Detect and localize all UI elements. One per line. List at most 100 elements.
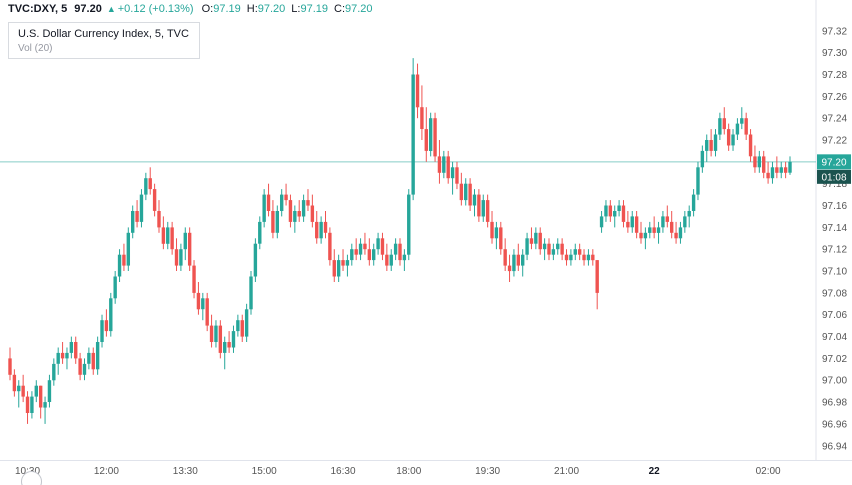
- candle: [455, 167, 459, 184]
- candle: [494, 227, 499, 239]
- candle: [604, 205, 608, 217]
- candle: [332, 260, 336, 277]
- candle: [301, 200, 306, 217]
- candle: [258, 221, 262, 244]
- candle: [69, 342, 74, 353]
- candle: [389, 254, 393, 266]
- candle: [766, 172, 770, 179]
- candle: [468, 183, 472, 206]
- candle: [617, 205, 621, 211]
- candle: [700, 150, 705, 168]
- candle: [82, 363, 87, 375]
- candle: [161, 227, 166, 244]
- candle: [569, 254, 573, 261]
- price-axis-label: 97.28: [822, 70, 847, 81]
- candle: [442, 156, 446, 173]
- candle: [665, 216, 669, 222]
- candle: [407, 194, 411, 255]
- candle: [34, 385, 38, 397]
- candle: [464, 183, 468, 201]
- candle: [244, 309, 249, 337]
- candle: [56, 352, 60, 364]
- chart-legend[interactable]: U.S. Dollar Currency Index, 5, TVC Vol (…: [8, 22, 200, 59]
- legend-series-title[interactable]: U.S. Dollar Currency Index, 5, TVC: [18, 28, 189, 40]
- candle: [315, 221, 319, 239]
- candle: [779, 167, 783, 173]
- candle: [60, 352, 65, 359]
- candle: [762, 156, 766, 173]
- legend-volume-indicator[interactable]: Vol (20): [18, 43, 53, 54]
- candle: [726, 129, 731, 146]
- candle: [477, 194, 481, 217]
- candle: [507, 265, 512, 272]
- candle: [652, 227, 656, 233]
- candle: [748, 134, 753, 157]
- candle: [415, 74, 420, 108]
- price-axis-label: 97.32: [822, 26, 847, 37]
- candle: [135, 211, 139, 222]
- price-axis-label: 97.06: [822, 310, 847, 321]
- open-value: O:97.19: [201, 3, 241, 15]
- candle: [25, 396, 30, 413]
- candle: [166, 227, 170, 244]
- candle: [521, 254, 525, 266]
- candle: [336, 260, 341, 277]
- candle: [284, 194, 288, 201]
- candle: [731, 134, 735, 146]
- candle: [630, 216, 634, 228]
- chart-logo-button[interactable]: [21, 471, 42, 485]
- candle: [74, 342, 78, 359]
- candle: [556, 243, 560, 250]
- symbol-name[interactable]: TVC:DXY, 5: [8, 3, 68, 15]
- candle: [288, 200, 293, 222]
- price-badge: [817, 154, 851, 170]
- candle: [669, 221, 674, 233]
- candle: [170, 227, 174, 250]
- candle: [271, 211, 275, 233]
- candle: [450, 167, 455, 179]
- time-axis-label: 13:30: [173, 466, 198, 477]
- time-axis-label: 12:00: [94, 466, 119, 477]
- price-axis[interactable]: 97.32 97.30 97.28 97.26 97.24 97.22 97.20 97.18…: [822, 26, 847, 452]
- candle: [608, 205, 613, 217]
- candle: [722, 118, 726, 130]
- candle: [209, 325, 214, 342]
- price-axis-label: 97.04: [822, 332, 847, 343]
- last-price: 97.20: [74, 3, 102, 15]
- candle: [424, 129, 428, 151]
- price-axis-label: 97.08: [822, 288, 847, 299]
- candle: [8, 358, 12, 375]
- price-axis-label: 96.98: [822, 398, 847, 409]
- time-axis[interactable]: 10:3012:0013:3015:0016:3018:0019:3021:00…: [15, 466, 781, 477]
- candle: [735, 123, 740, 135]
- candle: [525, 238, 529, 255]
- candle: [279, 194, 284, 211]
- candle: [547, 243, 551, 255]
- candle: [183, 232, 187, 250]
- candle: [718, 118, 722, 135]
- candle: [591, 254, 595, 261]
- candle: [117, 254, 122, 277]
- candle: [757, 156, 762, 168]
- candle: [363, 243, 367, 250]
- candle: [87, 352, 91, 364]
- candle: [231, 331, 236, 348]
- candle: [12, 374, 17, 392]
- candle: [65, 352, 69, 359]
- candle: [472, 194, 477, 206]
- candle: [542, 243, 547, 250]
- symbol-info-bar: TVC:DXY, 5 97.20 ▲ +0.12 (+0.13%) O:97.19 H:9…: [8, 3, 379, 15]
- candle: [91, 352, 95, 370]
- candle: [262, 194, 266, 222]
- candle: [499, 227, 503, 250]
- time-axis-label: 18:00: [396, 466, 421, 477]
- price-axis-label: 97.00: [822, 376, 847, 387]
- candle: [586, 254, 591, 261]
- candle: [512, 254, 516, 272]
- candle: [354, 249, 358, 255]
- candle: [266, 194, 271, 211]
- candle: [503, 249, 507, 266]
- price-axis-label: 97.22: [822, 135, 847, 146]
